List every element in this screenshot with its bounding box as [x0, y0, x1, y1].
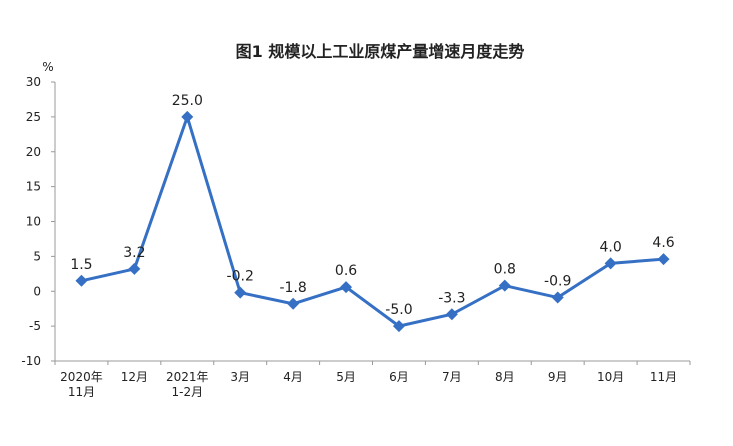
- y-tick-label: -10: [21, 354, 41, 368]
- marker: [181, 110, 194, 123]
- data-label: 4.0: [599, 239, 621, 255]
- marker: [657, 253, 670, 266]
- x-tick-label: 10月: [597, 370, 624, 384]
- marker: [234, 286, 247, 299]
- y-tick-label: 5: [33, 249, 41, 263]
- y-tick-label: 15: [26, 180, 41, 194]
- x-tick-label: 12月: [121, 370, 148, 384]
- x-tick-label: 8月: [495, 370, 515, 384]
- data-label: -1.8: [279, 280, 306, 296]
- y-tick-label: 10: [26, 215, 41, 229]
- chart-title: 图1 规模以上工业原煤产量增速月度走势: [236, 42, 525, 61]
- y-unit: %: [42, 60, 53, 74]
- x-tick-label: 2020年 11月: [60, 370, 103, 399]
- y-tick-label: 20: [26, 145, 41, 159]
- data-label: -0.9: [544, 274, 571, 290]
- data-label: 0.6: [335, 263, 357, 279]
- data-label: 25.0: [172, 93, 203, 109]
- marker: [340, 281, 353, 294]
- marker: [551, 291, 564, 304]
- marker: [287, 297, 300, 310]
- data-label: -0.2: [227, 269, 254, 285]
- marker: [128, 262, 141, 275]
- x-tick-label: 5月: [336, 370, 356, 384]
- x-tick-label: 9月: [548, 370, 568, 384]
- y-tick-label: 25: [26, 110, 41, 124]
- x-tick-label: 4月: [283, 370, 303, 384]
- data-label: 0.8: [494, 262, 516, 278]
- x-tick-label: 3月: [230, 370, 250, 384]
- x-tick-label: 6月: [389, 370, 409, 384]
- marker: [604, 257, 617, 270]
- marker: [445, 308, 458, 321]
- marker: [498, 279, 511, 292]
- data-label: -3.3: [438, 290, 465, 306]
- x-tick-label: 7月: [442, 370, 462, 384]
- x-tick-label: 2021年 1-2月: [166, 370, 209, 399]
- marker: [75, 274, 88, 287]
- data-label: 4.6: [652, 235, 674, 251]
- data-label: -5.0: [385, 302, 412, 318]
- y-tick-label: -5: [29, 319, 41, 333]
- marker: [392, 320, 405, 333]
- data-label: 1.5: [70, 257, 92, 273]
- data-label: 3.2: [123, 245, 145, 261]
- x-tick-label: 11月: [650, 370, 677, 384]
- line: [81, 112, 664, 328]
- y-tick-label: 30: [26, 75, 41, 89]
- y-tick-label: 0: [33, 284, 41, 298]
